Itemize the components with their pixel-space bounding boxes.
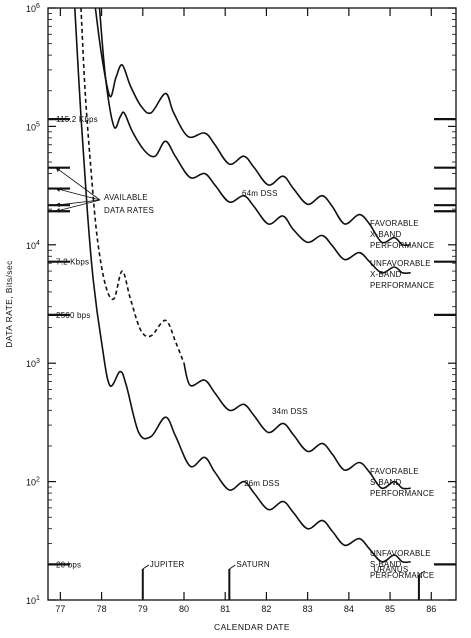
event-label: JUPITER [150,560,185,569]
y-axis-label: DATA RATE, Bits/sec [4,260,14,348]
x-tick-label: 83 [303,604,313,614]
y-tick-label: 101 [26,595,40,606]
dss26-label: 26m DSS [244,479,280,488]
series-line [94,7,411,247]
y-axis-ticks: 101 102 103 104 105 106 [26,3,456,606]
plot-frame [47,7,457,601]
rate-label: 20 bps [56,560,81,569]
event-label: URANUS [373,565,408,574]
x-tick-label: 80 [179,604,189,614]
y-tick-exponent: 1 [36,595,40,602]
x-tick-label: 85 [385,604,395,614]
unfav-x-band-label: UNFAVORABLE [370,259,431,268]
y-tick-label: 104 [26,240,40,251]
available-label-line2: DATA RATES [104,206,154,215]
y-tick-label: 102 [26,477,40,488]
fav-s-band-label: FAVORABLE [370,467,419,476]
series-line [74,7,411,564]
unfav-x-band-label: X-BAND [370,270,401,279]
available-arrow [55,199,101,213]
series-line [183,362,411,490]
event-leader [418,570,426,576]
available-arrow [55,187,101,201]
y-tick-label: 103 [26,358,40,369]
fav-s-band-label: PERFORMANCE [370,489,434,498]
y-tick-label: 106 [26,3,40,14]
fav-x-band-label: X-BAND [370,230,401,239]
unfav-x-band-label: PERFORMANCE [370,281,434,290]
y-tick-exponent: 5 [36,121,40,128]
x-axis-label: CALENDAR DATE [214,622,290,632]
x-tick-label: 79 [138,604,148,614]
available-label-line1: AVAILABLE [104,193,148,202]
fav-s-band-label: S-BAND [370,478,401,487]
x-axis-ticks: 77 78 79 80 81 82 83 84 85 86 [55,8,436,614]
rate-label: 115.2 Kbps [56,115,98,124]
event-label: SATURN [236,560,270,569]
y-tick-exponent: 4 [36,240,40,247]
y-tick-exponent: 6 [36,3,40,10]
x-tick-label: 82 [261,604,271,614]
y-tick-label: 105 [26,121,40,132]
series-group [74,7,411,564]
annotation-group: 115.2 Kbps 7.2 Kbps 2560 bps 20 bps AVAILABL… [55,115,434,600]
rate-label: 7.2 Kbps [56,258,89,267]
x-tick-label: 77 [55,604,65,614]
available-arrow [55,167,101,201]
x-tick-label: 81 [220,604,230,614]
unfav-s-band-label: PERFORMANCE [370,571,434,580]
x-tick-label: 84 [344,604,354,614]
event-leader [142,564,150,570]
fav-x-band-label: PERFORMANCE [370,241,434,250]
unfav-s-band-label: S-BAND [370,560,401,569]
series-line [98,7,411,275]
unfav-s-band-label: UNFAVORABLE [370,549,431,558]
available-rate-marks [48,118,456,566]
fav-x-band-label: FAVORABLE [370,219,419,228]
available-arrow [55,199,101,208]
x-tick-label: 86 [426,604,436,614]
series-line [80,7,185,364]
x-tick-label: 78 [97,604,107,614]
y-tick-exponent: 3 [36,358,40,365]
event-leader [229,564,236,570]
y-tick-exponent: 2 [36,477,40,484]
dss64-label: 64m DSS [242,189,278,198]
dss34-label: 34m DSS [272,407,308,416]
rate-label: 2560 bps [56,311,91,320]
